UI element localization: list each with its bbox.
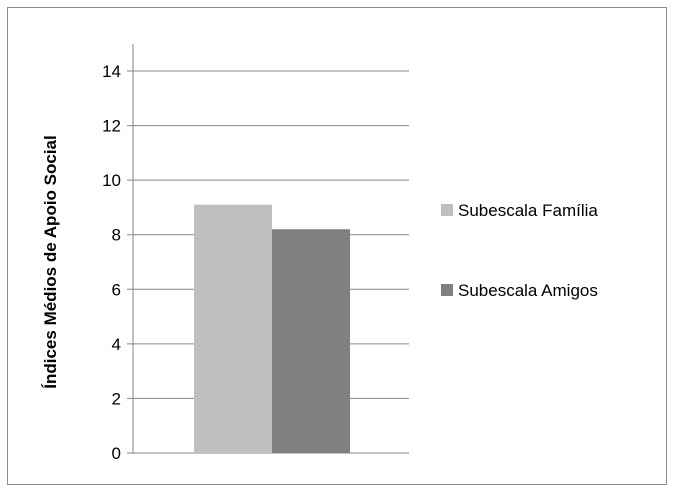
y-axis-label: Índices Médios de Apoio Social: [41, 135, 60, 388]
y-tick-label: 6: [112, 280, 121, 299]
chart: 0 2 4 6 8 10 12 14 Índices Médios de Apoio Soci…: [41, 44, 598, 463]
legend-label: Subescala Amigos: [458, 281, 598, 300]
y-tick-label: 0: [112, 444, 121, 463]
y-tick-label: 2: [112, 389, 121, 408]
y-tick-label: 14: [102, 62, 121, 81]
legend: Subescala Família Subescala Amigos: [441, 201, 598, 300]
bar-familia: [194, 204, 272, 453]
bars: [194, 204, 350, 453]
y-tick-label: 8: [112, 226, 121, 245]
legend-swatch: [441, 204, 453, 216]
y-tick-label: 4: [112, 335, 121, 354]
y-tick-label: 10: [102, 171, 121, 190]
legend-label: Subescala Família: [458, 201, 598, 220]
bar-amigos: [272, 229, 350, 453]
y-tick-labels: 0 2 4 6 8 10 12 14: [102, 62, 121, 463]
y-tick-label: 12: [102, 117, 121, 136]
legend-swatch: [441, 284, 453, 296]
